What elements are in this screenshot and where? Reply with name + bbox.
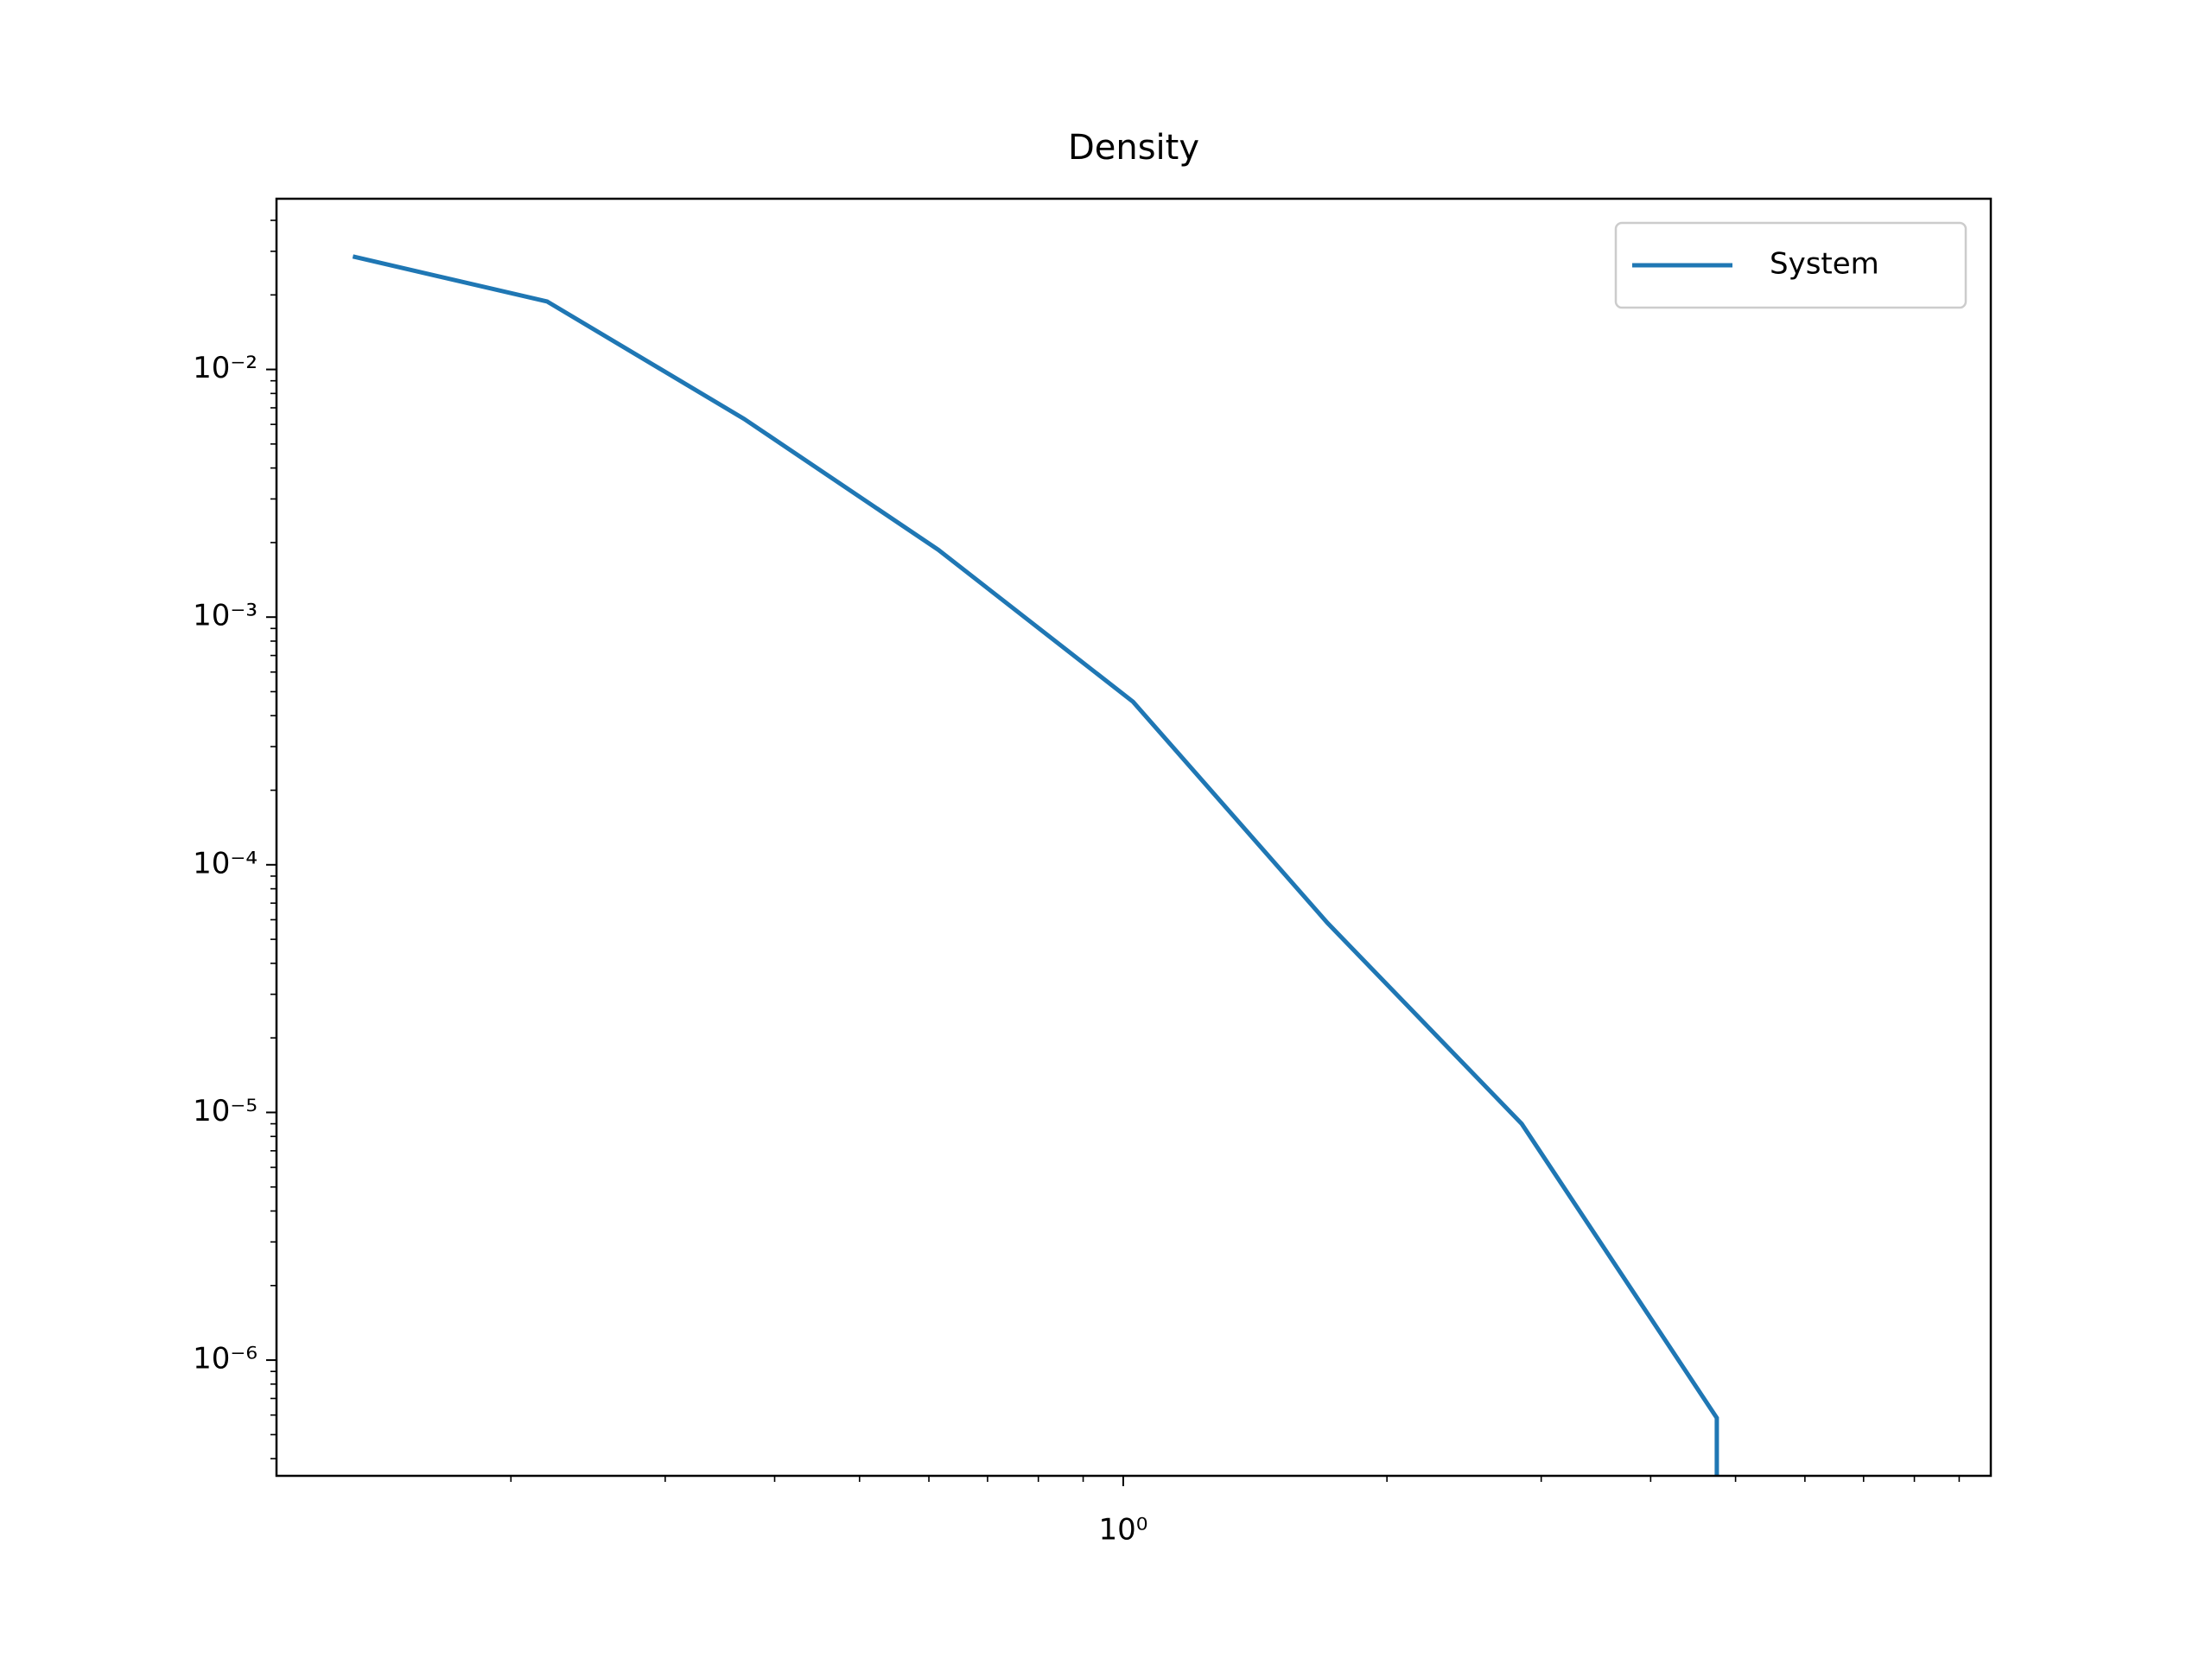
legend-label: System	[1770, 247, 1879, 282]
y-tick-label: 10⁻³	[193, 599, 257, 633]
plot-frame	[275, 197, 1993, 1478]
plot-area	[352, 254, 1719, 1476]
chart-title: Density	[1068, 128, 1199, 168]
line-series	[352, 254, 1719, 1476]
y-tick-label: 10⁻⁶	[193, 1342, 257, 1376]
legend-box	[1614, 221, 1967, 309]
y-tick-label: 10⁻⁴	[193, 846, 257, 880]
y-tick-label: 10⁻²	[193, 351, 257, 385]
y-tick-label: 10⁻⁵	[193, 1094, 257, 1128]
x-tick-label: 10⁰	[1099, 1513, 1148, 1548]
